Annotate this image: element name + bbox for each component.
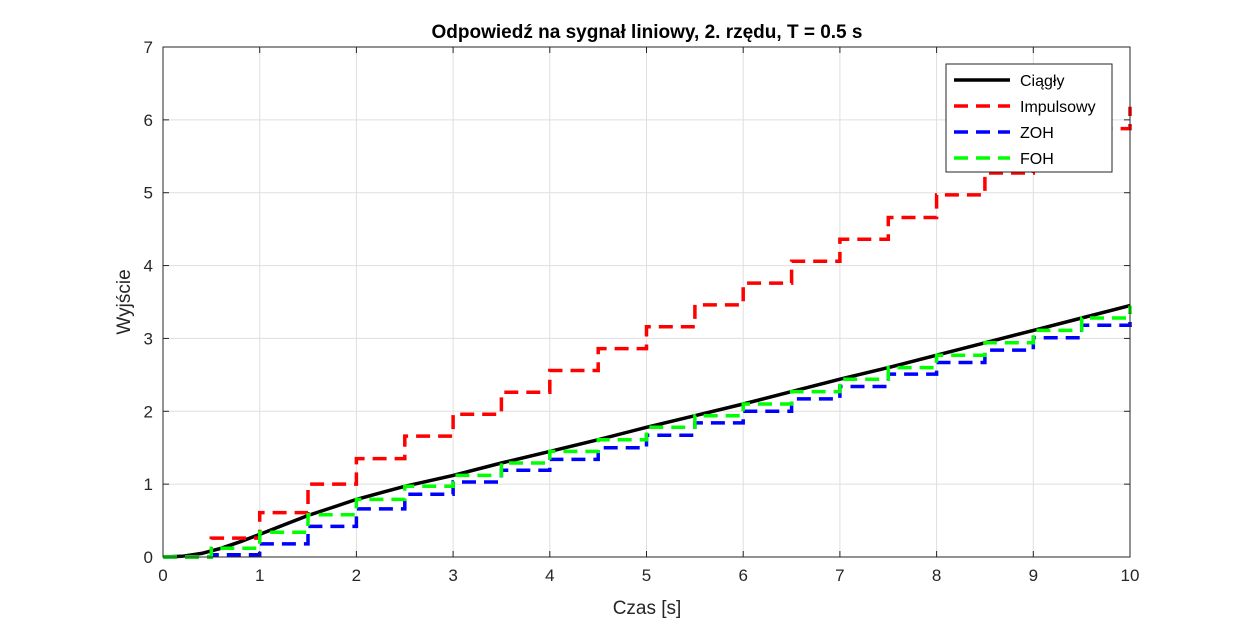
legend-label-foh: FOH [1020,151,1054,168]
y-tick-label: 6 [144,111,153,130]
y-tick-label: 7 [144,38,153,57]
x-tick-label: 6 [738,566,747,585]
x-tick-label: 9 [1029,566,1038,585]
x-tick-label: 0 [158,566,167,585]
legend-label-impulsowy: Impulsowy [1020,99,1096,116]
y-tick-label: 0 [144,548,153,567]
x-axis-label: Czas [s] [613,598,682,619]
y-tick-label: 3 [144,329,153,348]
y-tick-label: 4 [144,257,153,276]
y-axis-label: Wyjście [114,269,135,334]
axis-ticks: 0 1 2 3 4 5 6 7 8 9 10 0 1 2 3 4 5 6 7 [144,38,1140,585]
chart-title: Odpowiedź na sygnał liniowy, 2. rzędu, T… [432,22,863,43]
legend-label-zoh: ZOH [1020,125,1054,142]
y-tick-label: 1 [144,475,153,494]
x-tick-label: 5 [642,566,651,585]
legend: Ciągły Impulsowy ZOH FOH [945,63,1113,173]
legend-label-ciagly: Ciągły [1020,73,1064,90]
x-tick-label: 1 [255,566,264,585]
series-layer [162,106,1132,559]
x-tick-label: 4 [545,566,554,585]
y-tick-label: 2 [144,402,153,421]
x-tick-label: 10 [1121,566,1140,585]
x-tick-label: 2 [352,566,361,585]
y-tick-label: 5 [144,184,153,203]
series-line-impulsowy [163,106,1132,559]
legend-box [945,63,1113,173]
x-tick-label: 8 [932,566,941,585]
x-tick-label: 3 [448,566,457,585]
x-tick-label: 7 [835,566,844,585]
series-line-ciagly [162,303,1131,559]
